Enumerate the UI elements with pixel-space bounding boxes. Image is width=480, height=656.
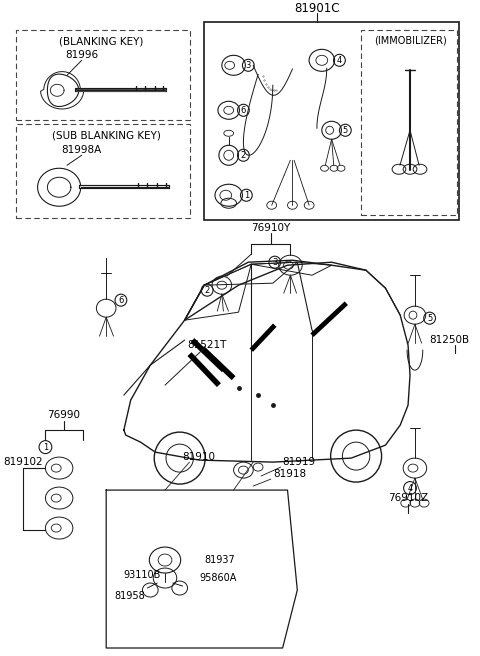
Text: 3: 3 (272, 258, 277, 267)
Text: 4: 4 (337, 56, 342, 65)
Text: 1: 1 (43, 443, 48, 451)
Text: 95860A: 95860A (199, 573, 237, 583)
Text: 5: 5 (343, 126, 348, 134)
Bar (16, 30, 190, 120)
Text: 76990: 76990 (48, 410, 81, 420)
Text: 81998A: 81998A (61, 145, 102, 155)
Text: 819102: 819102 (3, 457, 43, 467)
Text: 76910Z: 76910Z (388, 493, 428, 503)
Text: 2: 2 (241, 151, 246, 160)
Bar (204, 22, 459, 220)
Text: (IMMOBILIZER): (IMMOBILIZER) (373, 35, 446, 45)
Text: 1: 1 (244, 191, 249, 199)
Text: 81521T: 81521T (188, 340, 227, 350)
Text: 81937: 81937 (204, 555, 235, 565)
Text: 81996: 81996 (65, 51, 98, 60)
Text: 4: 4 (408, 483, 413, 493)
Text: 5: 5 (427, 314, 432, 323)
Bar (16, 124, 190, 218)
Text: 2: 2 (204, 286, 210, 295)
Text: 81901C: 81901C (294, 2, 340, 15)
Text: 81910: 81910 (183, 452, 216, 462)
Text: 81918: 81918 (273, 469, 306, 479)
Text: 6: 6 (118, 296, 123, 304)
Bar (361, 30, 457, 215)
Text: 76910Y: 76910Y (251, 223, 290, 234)
Text: 93110B: 93110B (124, 570, 161, 580)
Text: 81250B: 81250B (430, 335, 470, 345)
Text: (BLANKING KEY): (BLANKING KEY) (59, 36, 144, 47)
Text: (SUB BLANKING KEY): (SUB BLANKING KEY) (52, 131, 161, 140)
Text: 3: 3 (246, 61, 251, 70)
Text: 81958: 81958 (114, 591, 145, 601)
Text: 6: 6 (240, 106, 246, 115)
Text: 81919: 81919 (283, 457, 316, 467)
